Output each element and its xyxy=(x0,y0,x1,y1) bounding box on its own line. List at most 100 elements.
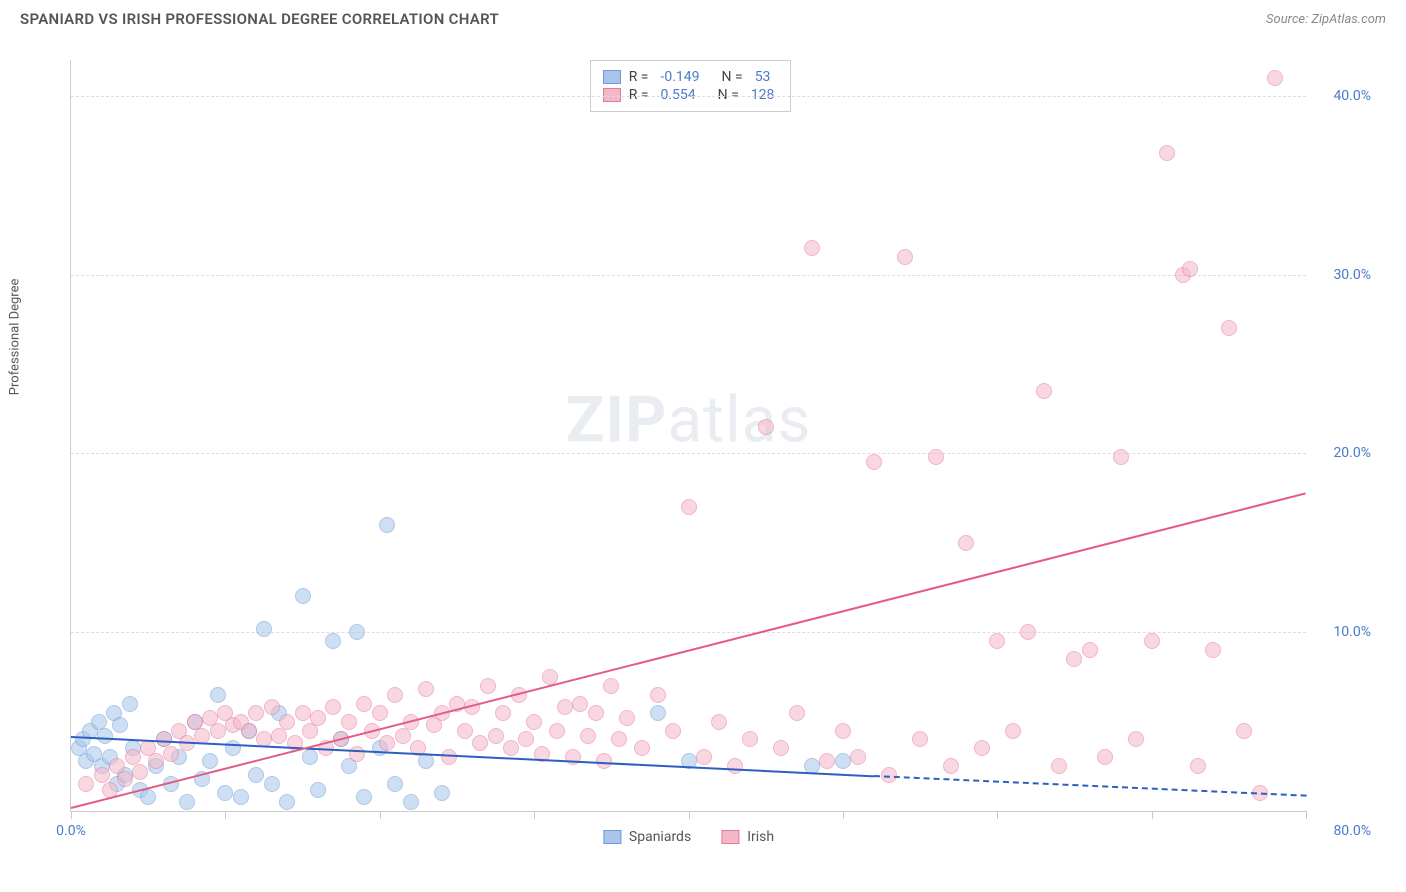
data-point xyxy=(634,740,650,756)
x-tick-label: 0.0% xyxy=(56,823,86,839)
data-point xyxy=(310,782,326,798)
data-point xyxy=(665,723,681,739)
data-point xyxy=(1113,449,1129,465)
data-point xyxy=(1190,758,1206,774)
chart-source: Source: ZipAtlas.com xyxy=(1266,12,1386,27)
data-point xyxy=(789,705,805,721)
data-point xyxy=(1066,651,1082,667)
plot-area: ZIPatlas R =-0.149N =53R =0.554N =128 Sp… xyxy=(70,60,1306,812)
data-point xyxy=(418,681,434,697)
legend-row: R =-0.149N =53 xyxy=(603,69,779,85)
data-point xyxy=(256,621,272,637)
legend-n-label: N = xyxy=(722,69,743,85)
proposal-icon xyxy=(603,830,621,844)
data-point xyxy=(1267,70,1283,86)
data-point xyxy=(122,696,138,712)
data-point xyxy=(557,699,573,715)
data-point xyxy=(1051,758,1067,774)
data-point xyxy=(974,740,990,756)
data-point xyxy=(279,794,295,810)
data-point xyxy=(681,499,697,515)
data-point xyxy=(132,764,148,780)
x-tick xyxy=(225,811,226,819)
data-point xyxy=(356,789,372,805)
data-point xyxy=(97,728,113,744)
data-point xyxy=(850,749,866,765)
data-point xyxy=(503,740,519,756)
data-point xyxy=(325,699,341,715)
x-tick xyxy=(689,811,690,819)
series-legend: Spaniards Irish xyxy=(603,829,774,845)
data-point xyxy=(1144,633,1160,649)
data-point xyxy=(1236,723,1252,739)
data-point xyxy=(264,776,280,792)
data-point xyxy=(233,789,249,805)
data-point xyxy=(742,731,758,747)
data-point xyxy=(457,723,473,739)
data-point xyxy=(210,723,226,739)
x-tick xyxy=(997,811,998,819)
x-tick-label: 80.0% xyxy=(1333,823,1371,839)
x-tick xyxy=(534,811,535,819)
data-point xyxy=(650,705,666,721)
data-point xyxy=(341,714,357,730)
data-point xyxy=(179,794,195,810)
data-point xyxy=(572,696,588,712)
data-point xyxy=(264,699,280,715)
data-point xyxy=(1128,731,1144,747)
data-point xyxy=(271,728,287,744)
data-point xyxy=(241,723,257,739)
data-point xyxy=(565,749,581,765)
data-point xyxy=(1205,642,1221,658)
data-point xyxy=(217,785,233,801)
data-point xyxy=(310,710,326,726)
data-point xyxy=(1036,383,1052,399)
data-point xyxy=(202,753,218,769)
data-point xyxy=(117,771,133,787)
data-point xyxy=(866,454,882,470)
bottom-legend-item: Irish xyxy=(721,829,774,845)
data-point xyxy=(580,728,596,744)
data-point xyxy=(349,746,365,762)
data-point xyxy=(943,758,959,774)
data-point xyxy=(372,705,388,721)
correlation-legend-box: R =-0.149N =53R =0.554N =128 xyxy=(590,60,792,112)
data-point xyxy=(78,776,94,792)
data-point xyxy=(140,789,156,805)
trend-line xyxy=(874,775,1306,797)
data-point xyxy=(518,731,534,747)
data-point xyxy=(773,740,789,756)
data-point xyxy=(472,735,488,751)
data-point xyxy=(928,449,944,465)
data-point xyxy=(279,714,295,730)
data-point xyxy=(379,735,395,751)
y-tick-label: 10.0% xyxy=(1333,624,1371,640)
data-point xyxy=(727,758,743,774)
data-point xyxy=(495,705,511,721)
data-point xyxy=(611,731,627,747)
proposal-icon xyxy=(721,830,739,844)
data-point xyxy=(1082,642,1098,658)
data-point xyxy=(650,687,666,703)
legend-r-value: -0.149 xyxy=(656,69,703,85)
data-point xyxy=(387,776,403,792)
data-point xyxy=(302,749,318,765)
data-point xyxy=(248,705,264,721)
bottom-legend-item: Spaniards xyxy=(603,829,691,845)
data-point xyxy=(325,633,341,649)
data-point xyxy=(112,717,128,733)
y-tick-label: 30.0% xyxy=(1333,267,1371,283)
data-point xyxy=(210,687,226,703)
data-point xyxy=(379,517,395,533)
watermark-bold: ZIP xyxy=(566,383,668,458)
data-point xyxy=(395,728,411,744)
data-point xyxy=(387,687,403,703)
chart-title: SPANIARD VS IRISH PROFESSIONAL DEGREE CO… xyxy=(20,10,499,28)
data-point xyxy=(619,710,635,726)
data-point xyxy=(958,535,974,551)
data-point xyxy=(989,633,1005,649)
data-point xyxy=(1005,723,1021,739)
x-tick xyxy=(71,811,72,819)
data-point xyxy=(897,249,913,265)
data-point xyxy=(488,728,504,744)
